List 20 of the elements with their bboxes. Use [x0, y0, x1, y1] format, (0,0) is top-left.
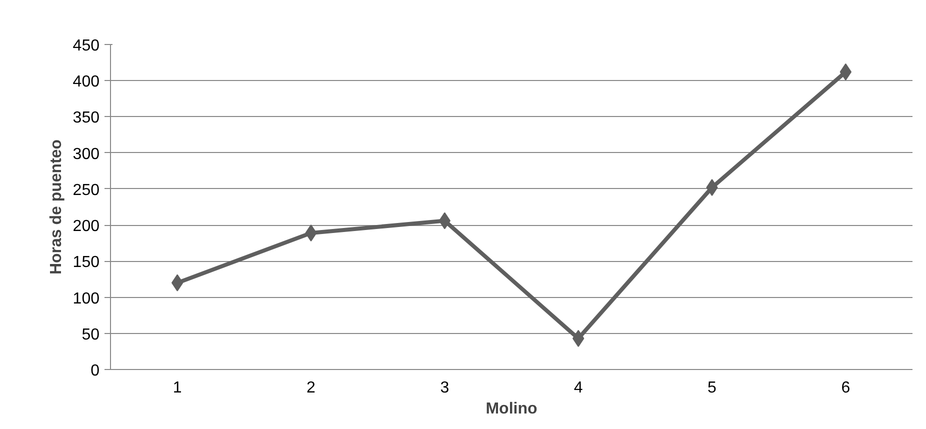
x-tick-label: 1 — [172, 380, 182, 396]
y-tick-label: 100 — [72, 290, 100, 308]
y-axis-title: Horas de puenteo — [48, 139, 65, 275]
y-tick-label: 450 — [72, 38, 100, 54]
y-tick-label: 200 — [72, 218, 100, 236]
y-tick-label: 250 — [72, 182, 100, 199]
y-tick-label: 0 — [90, 362, 100, 380]
x-axis-title: Molino — [486, 400, 538, 418]
point — [305, 224, 317, 242]
y-tick-label: 350 — [72, 110, 100, 127]
point — [706, 179, 718, 196]
y-tick-label: 50 — [82, 326, 100, 344]
x-tick-label: 4 — [574, 380, 583, 396]
y-tick-label: 150 — [72, 254, 100, 272]
y-tick-label: 400 — [72, 74, 100, 91]
x-tick-label: 6 — [841, 380, 850, 396]
y-tick-label: 300 — [72, 146, 100, 163]
x-tick-label: 5 — [708, 380, 717, 396]
x-tick-label: 2 — [306, 380, 316, 396]
x-tick-label: 3 — [440, 380, 450, 396]
